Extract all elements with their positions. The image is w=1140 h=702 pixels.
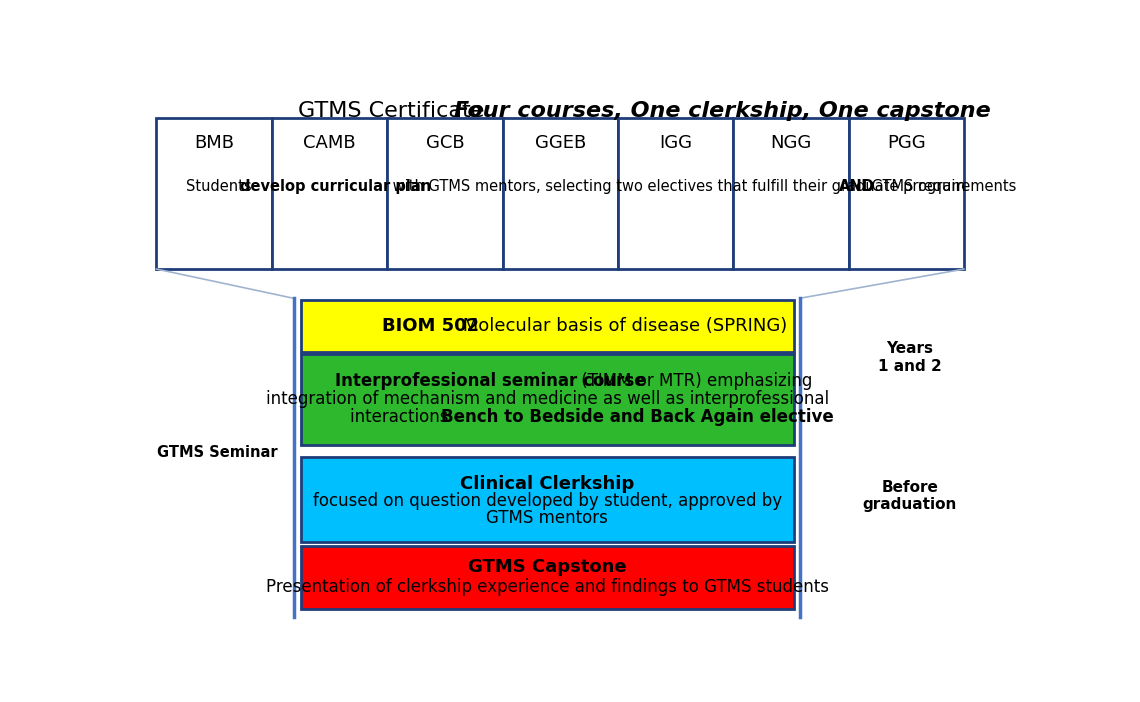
Text: IGG: IGG xyxy=(659,133,692,152)
Text: with GTMS mentors, selecting two electives that fulfill their graduate program: with GTMS mentors, selecting two electiv… xyxy=(389,179,970,194)
Text: GTMS Seminar: GTMS Seminar xyxy=(157,445,278,460)
Bar xyxy=(301,546,793,609)
Text: BMB: BMB xyxy=(194,133,234,152)
Text: Four courses, One clerkship, One capstone: Four courses, One clerkship, One capston… xyxy=(454,101,991,121)
Text: GTMS Capstone: GTMS Capstone xyxy=(469,558,627,576)
Text: Years
1 and 2: Years 1 and 2 xyxy=(878,341,942,373)
Text: BIOM 502: BIOM 502 xyxy=(382,317,479,335)
Bar xyxy=(618,118,733,269)
Text: Bench to Bedside and Back Again elective: Bench to Bedside and Back Again elective xyxy=(441,408,833,426)
Text: (TIMM or MTR) emphasizing: (TIMM or MTR) emphasizing xyxy=(576,373,813,390)
Text: GTMS Certificate:: GTMS Certificate: xyxy=(299,101,499,121)
Text: AND: AND xyxy=(839,179,876,194)
Text: GTMS mentors: GTMS mentors xyxy=(487,509,609,526)
Text: GCB: GCB xyxy=(425,133,464,152)
Bar xyxy=(301,457,793,542)
Text: Before
graduation: Before graduation xyxy=(863,480,956,512)
Bar xyxy=(156,118,271,269)
Text: interactions –: interactions – xyxy=(350,408,467,426)
Bar xyxy=(733,118,848,269)
Text: develop curricular plan: develop curricular plan xyxy=(239,179,431,194)
Text: Clinical Clerkship: Clinical Clerkship xyxy=(461,475,635,493)
Bar xyxy=(301,300,793,352)
Text: Interprofessional seminar course: Interprofessional seminar course xyxy=(335,373,646,390)
Text: GGEB: GGEB xyxy=(535,133,586,152)
Text: Students: Students xyxy=(186,179,255,194)
Text: integration of mechanism and medicine as well as interprofessional: integration of mechanism and medicine as… xyxy=(266,390,829,408)
Text: Presentation of clerkship experience and findings to GTMS students: Presentation of clerkship experience and… xyxy=(266,578,829,596)
Bar xyxy=(301,354,793,444)
Text: GTMS requirements: GTMS requirements xyxy=(868,179,1017,194)
Text: NGG: NGG xyxy=(771,133,812,152)
Text: CAMB: CAMB xyxy=(303,133,356,152)
Bar xyxy=(388,118,503,269)
Text: Molecular basis of disease (SPRING): Molecular basis of disease (SPRING) xyxy=(457,317,788,335)
Bar xyxy=(271,118,388,269)
Bar xyxy=(503,118,618,269)
Text: PGG: PGG xyxy=(887,133,926,152)
Bar xyxy=(848,118,964,269)
Text: focused on question developed by student, approved by: focused on question developed by student… xyxy=(312,492,782,510)
